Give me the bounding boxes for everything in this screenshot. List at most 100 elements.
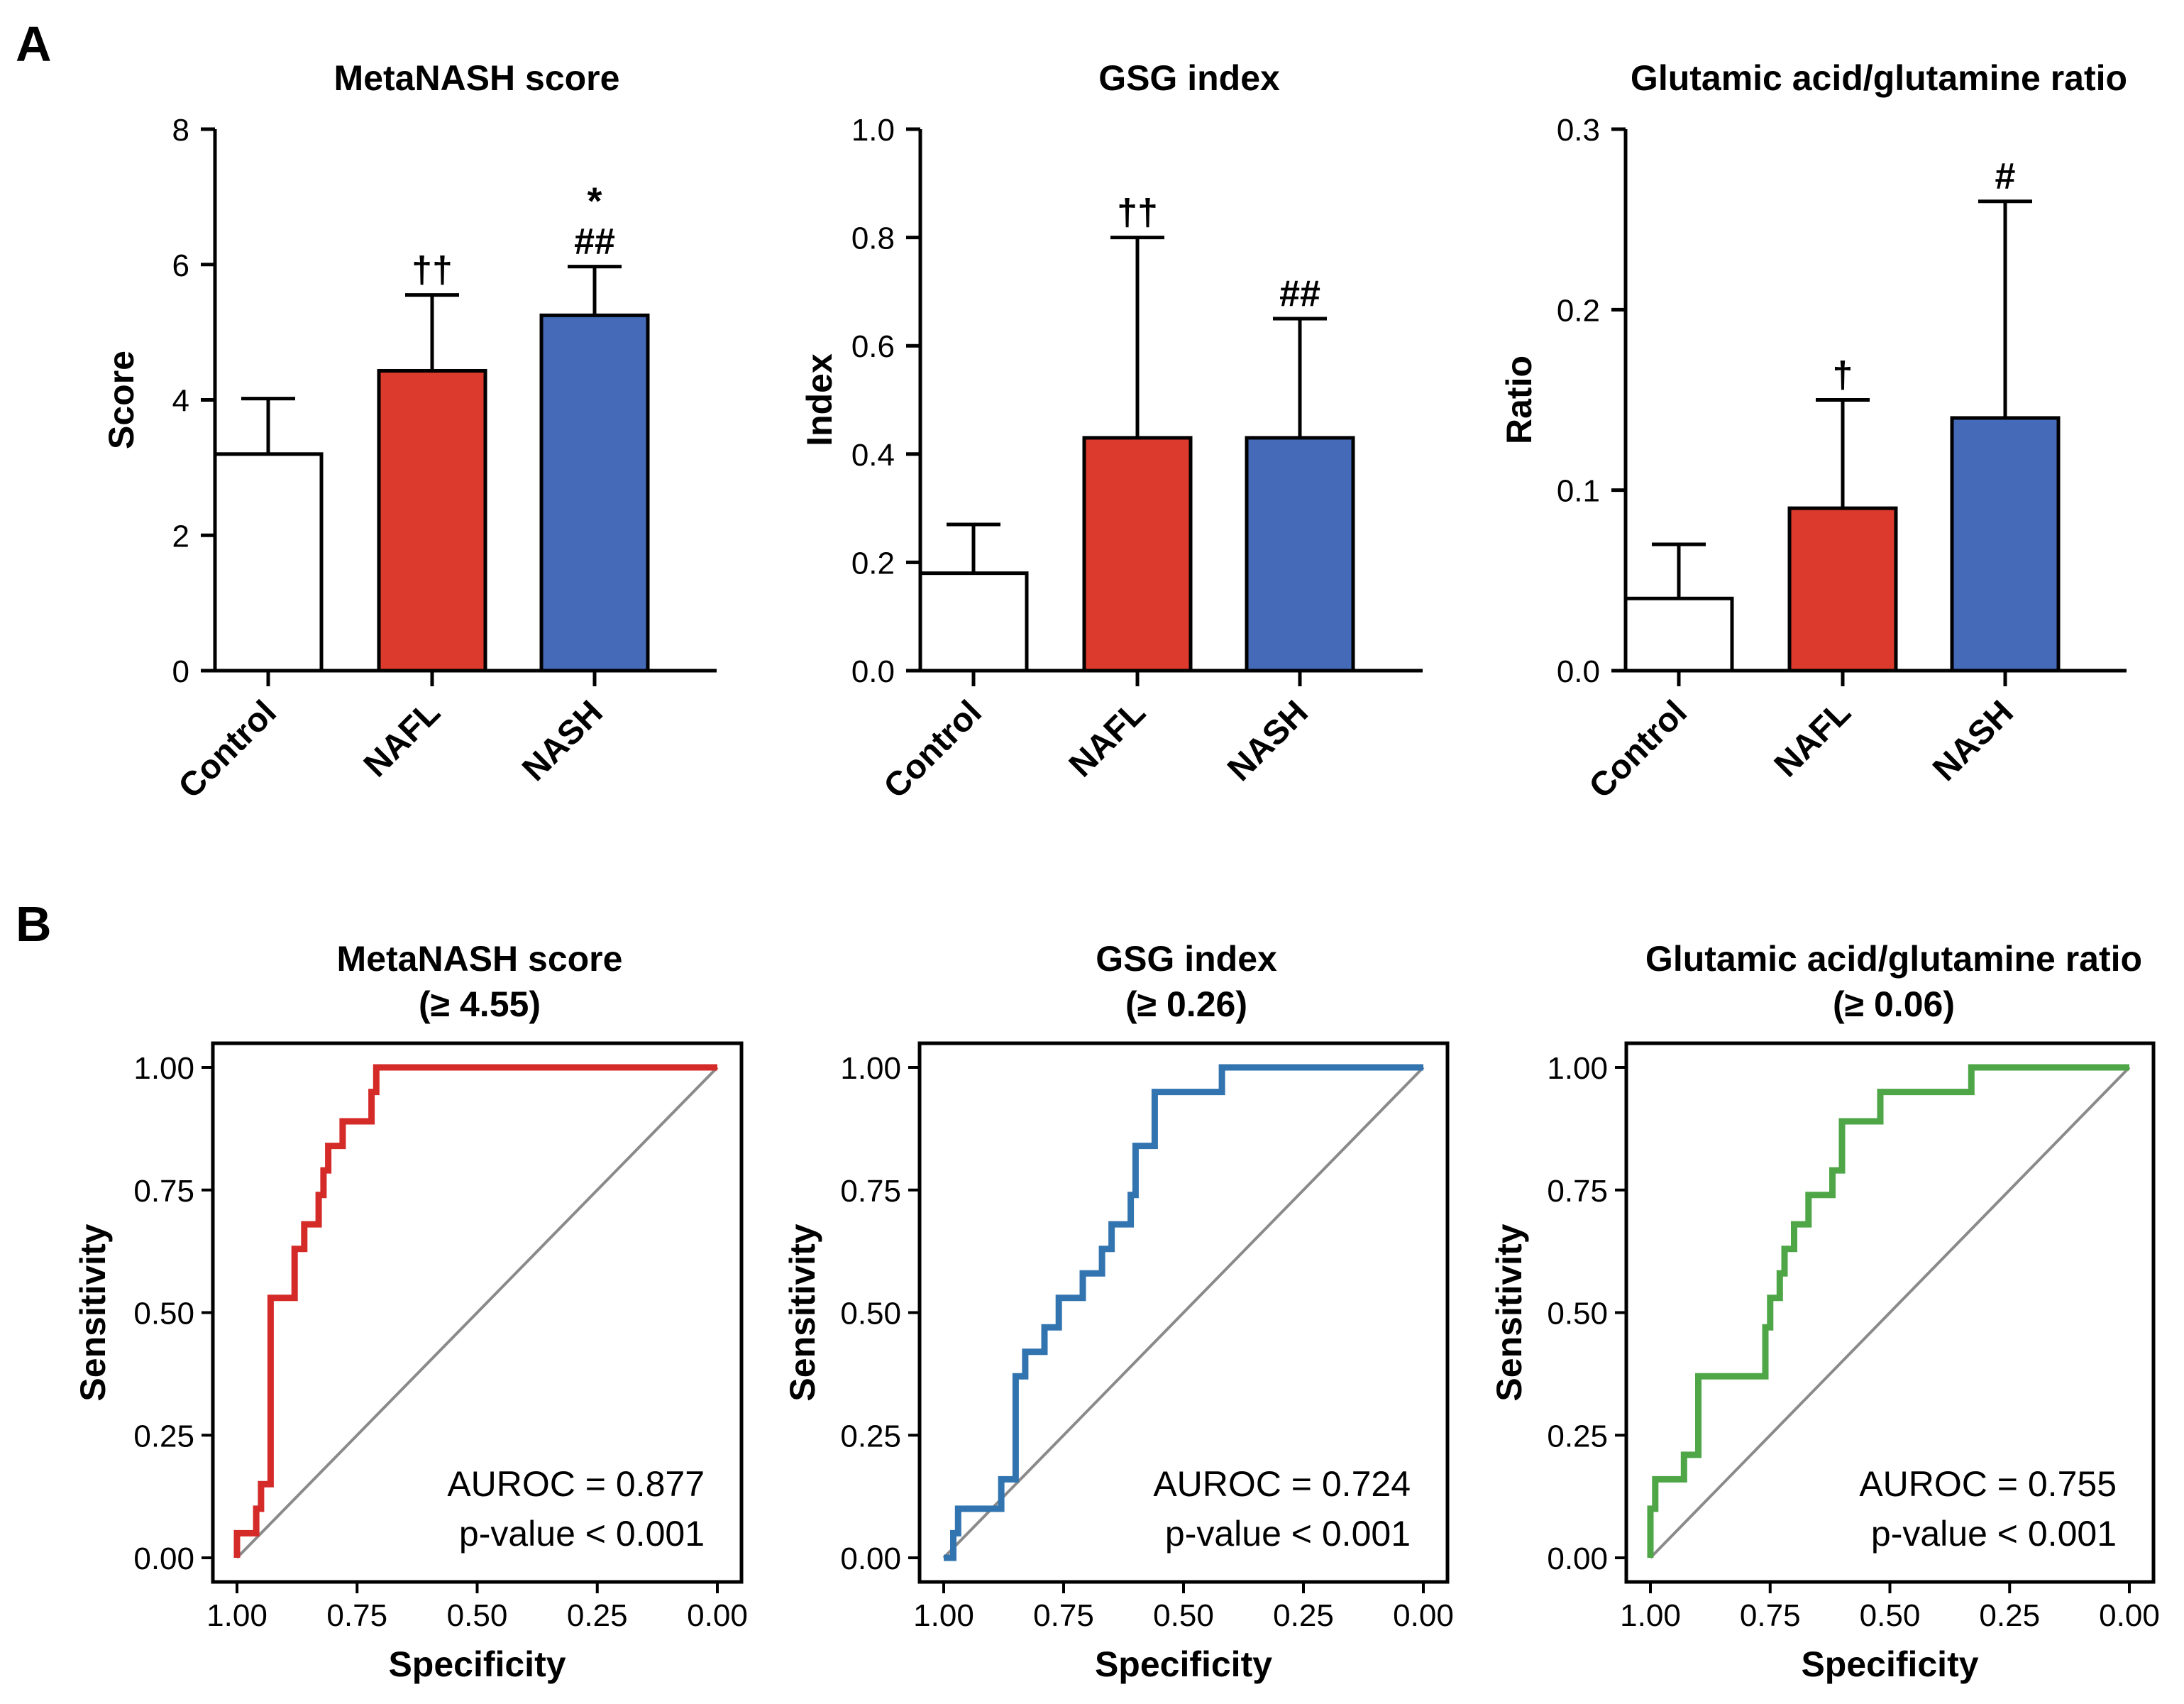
y-axis-label: Sensitivity <box>1489 1224 1529 1401</box>
y-tick-label: 0.75 <box>840 1174 901 1209</box>
auroc-label: AUROC = 0.724 <box>1153 1464 1411 1504</box>
bar-chart-3: Glutamic acid/glutamine ratio Ratio 0.0 0.1… <box>1499 58 2127 806</box>
y-tick-label: 0.4 <box>851 438 895 473</box>
bar-nash <box>1950 416 2061 673</box>
roc-chart-subtitle: (≥ 0.26) <box>1125 984 1247 1024</box>
bar-control <box>1623 596 1734 673</box>
x-axis-label: Specificity <box>1801 1644 1978 1684</box>
y-tick-label: 1.00 <box>133 1051 194 1086</box>
auroc-label: AUROC = 0.877 <box>447 1464 705 1504</box>
significance-mark: # <box>1995 156 2016 197</box>
significance-mark: †† <box>1117 192 1158 233</box>
x-tick-label: Control <box>1582 693 1694 806</box>
y-tick-label: 0.3 <box>1557 113 1600 148</box>
charts-layer: MetaNASH score Score 0 2 4 6 8 Control NAFL NASH †… <box>73 58 2160 1684</box>
y-tick-label: 4 <box>172 384 189 419</box>
y-tick-label: 0.50 <box>1547 1297 1608 1331</box>
bar-nafl <box>377 368 487 673</box>
x-tick-label: Control <box>172 693 284 806</box>
x-tick-label: 0.25 <box>1273 1598 1334 1633</box>
y-axis-label: Sensitivity <box>73 1224 113 1401</box>
y-tick-label: 0.75 <box>1547 1174 1608 1209</box>
y-tick-label: 0.75 <box>133 1174 194 1209</box>
x-tick-label: NAFL <box>357 693 448 784</box>
p-value-label: p-value < 0.001 <box>1871 1514 2117 1554</box>
roc-chart-1: MetaNASH score (≥ 4.55) 0.00 0.25 0.50 0.75 1.… <box>73 939 748 1684</box>
significance-mark: ## <box>574 221 615 263</box>
significance-mark: †† <box>412 250 453 291</box>
x-axis-label: Specificity <box>388 1644 566 1684</box>
x-tick-label: 0.00 <box>2099 1598 2160 1633</box>
x-tick-label: Control <box>877 693 989 806</box>
roc-curve <box>944 1064 1423 1561</box>
roc-chart-title: MetaNASH score <box>337 939 623 979</box>
y-tick-label: 1.00 <box>1547 1051 1608 1086</box>
bar-nash <box>539 313 650 673</box>
x-tick-label: 0.25 <box>567 1598 628 1633</box>
y-tick-label: 0.1 <box>1557 474 1600 509</box>
bar-chart-1: MetaNASH score Score 0 2 4 6 8 Control NAFL NASH †… <box>101 58 717 806</box>
auroc-label: AUROC = 0.755 <box>1859 1464 2117 1504</box>
x-axis-label: Specificity <box>1095 1644 1272 1684</box>
y-tick-label: 0.0 <box>1557 654 1600 689</box>
panel-label-b: B <box>16 896 52 952</box>
y-tick-label: 0.50 <box>840 1297 901 1331</box>
x-tick-label: 1.00 <box>1620 1598 1681 1633</box>
x-tick-label: 0.00 <box>687 1598 748 1633</box>
y-tick-label: 0.6 <box>851 329 895 364</box>
y-tick-label: 1.0 <box>851 113 895 148</box>
x-tick-label: NAFL <box>1062 693 1153 784</box>
x-tick-label: NASH <box>1926 693 2021 788</box>
y-tick-label: 0.25 <box>840 1419 901 1453</box>
y-tick-label: 0.00 <box>840 1541 901 1576</box>
y-tick-label: 0.50 <box>133 1297 194 1331</box>
x-tick-label: 0.00 <box>1393 1598 1454 1633</box>
bar-nafl <box>1787 506 1898 673</box>
roc-curve <box>1647 1064 2129 1558</box>
y-tick-label: 6 <box>172 248 189 283</box>
x-tick-label: 0.50 <box>1860 1598 1921 1633</box>
y-tick-label: 0.2 <box>1557 293 1600 328</box>
p-value-label: p-value < 0.001 <box>1165 1514 1411 1554</box>
bar-nash <box>1245 436 1355 673</box>
bar-chart-title: Glutamic acid/glutamine ratio <box>1631 58 2127 98</box>
y-tick-label: 0 <box>172 654 189 689</box>
x-tick-label: 0.75 <box>326 1598 387 1633</box>
y-tick-label: 8 <box>172 113 189 148</box>
y-axis-label: Sensitivity <box>783 1224 822 1401</box>
y-tick-label: 0.0 <box>851 654 895 689</box>
panel-label-a: A <box>16 16 52 72</box>
roc-chart-title: Glutamic acid/glutamine ratio <box>1645 939 2142 979</box>
bar-chart-title: GSG index <box>1098 58 1280 98</box>
bar-control <box>213 452 324 673</box>
roc-curve <box>233 1064 717 1558</box>
x-tick-label: 1.00 <box>206 1598 268 1633</box>
reference-diagonal <box>942 1066 1425 1559</box>
y-axis-label: Index <box>800 353 839 446</box>
x-tick-label: 0.50 <box>447 1598 508 1633</box>
roc-chart-2: GSG index (≥ 0.26) 0.00 0.25 0.50 0.75 1.00 1.0… <box>783 939 1454 1684</box>
significance-mark: ## <box>1279 273 1320 314</box>
x-tick-label: 0.75 <box>1740 1598 1801 1633</box>
y-tick-label: 0.2 <box>851 546 895 581</box>
roc-chart-subtitle: (≥ 4.55) <box>419 984 541 1024</box>
x-tick-label: NASH <box>1220 693 1316 788</box>
y-axis-label: Score <box>101 351 141 449</box>
x-tick-label: NASH <box>515 693 610 788</box>
significance-mark: * <box>587 180 602 223</box>
y-tick-label: 0.00 <box>1547 1541 1608 1576</box>
x-tick-label: 1.00 <box>913 1598 974 1633</box>
y-tick-label: 0.25 <box>133 1419 194 1453</box>
x-tick-label: NAFL <box>1767 693 1858 784</box>
roc-chart-subtitle: (≥ 0.06) <box>1833 984 1955 1024</box>
roc-chart-3: Glutamic acid/glutamine ratio (≥ 0.06) 0.0… <box>1489 939 2160 1684</box>
x-tick-label: 0.50 <box>1153 1598 1214 1633</box>
y-tick-label: 0.00 <box>133 1541 194 1576</box>
y-tick-label: 2 <box>172 519 189 554</box>
y-tick-label: 0.8 <box>851 221 895 256</box>
x-tick-label: 0.25 <box>1979 1598 2040 1633</box>
significance-mark: † <box>1833 355 1853 396</box>
y-tick-label: 0.25 <box>1547 1419 1608 1453</box>
bar-control <box>918 571 1029 673</box>
